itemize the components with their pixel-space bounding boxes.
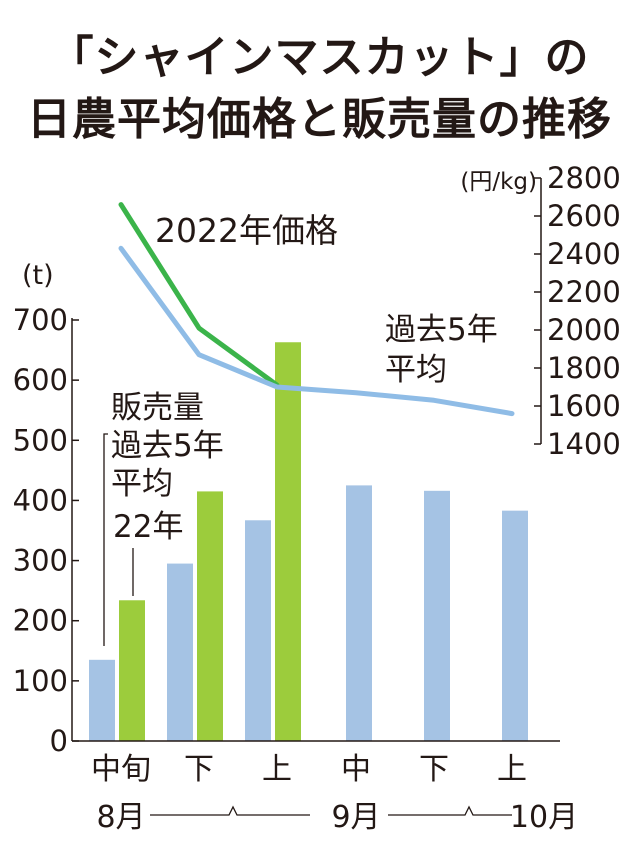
- bar-2022-0: [119, 600, 145, 741]
- bars-layer: [89, 342, 528, 741]
- category-label-2: 上: [262, 752, 292, 787]
- bar-past-avg-5: [502, 510, 528, 741]
- month-label-oct: 10月: [510, 800, 578, 835]
- category-label-4: 下: [419, 752, 449, 787]
- left-tick-label-700: 700: [13, 303, 68, 337]
- line-label-2022-0: 2022年価格: [155, 211, 338, 250]
- bar-past-avg-4: [424, 490, 450, 741]
- right-tick-label-1600: 1600: [547, 389, 621, 423]
- left-tick-label-100: 100: [13, 664, 68, 698]
- axes-layer: [71, 177, 560, 816]
- bar-past-avg-3: [346, 485, 372, 741]
- left-tick-label-200: 200: [13, 604, 68, 638]
- month-divider-aug-sep: [150, 805, 310, 816]
- category-label-1: 下: [184, 752, 214, 787]
- labels-layer: 0 100 200 300 400 500 600 700 (t) 1400 1600 1800 200…: [13, 161, 621, 835]
- bar-label-2022-0: 22年: [113, 509, 183, 545]
- bar-label-past-leader: [103, 433, 108, 646]
- line-2022-price: [118, 202, 280, 388]
- right-tick-label-2800: 2800: [547, 161, 621, 195]
- right-tick-label-2000: 2000: [547, 313, 621, 347]
- left-tick-label-0: 0: [50, 724, 68, 758]
- right-tick-label-1800: 1800: [547, 351, 621, 385]
- bar-label-past-0: 販売量: [111, 390, 204, 426]
- bar-past-avg-2: [245, 520, 271, 741]
- month-label-sep: 9月: [331, 800, 380, 835]
- right-tick-label-2200: 2200: [547, 275, 621, 309]
- chart-title-line1: 「シャインマスカット」の: [49, 32, 590, 83]
- category-label-5: 上: [497, 752, 527, 787]
- lines-layer: [118, 202, 515, 417]
- left-tick-label-500: 500: [13, 423, 68, 457]
- left-axis-unit: (t): [22, 260, 54, 291]
- line-label-past-1: 平均: [385, 352, 447, 388]
- left-tick-label-600: 600: [13, 363, 68, 397]
- bar-past-avg-0: [89, 659, 115, 741]
- chart-title-line2: 日農平均価格と販売量の推移: [27, 94, 612, 145]
- bar-2022-1: [197, 491, 223, 741]
- bar-2022-2: [275, 342, 301, 741]
- line-label-past-0: 過去5年: [385, 312, 498, 348]
- right-tick-label-1400: 1400: [547, 427, 621, 461]
- bar-label-past-1: 過去5年: [111, 428, 224, 464]
- left-tick-label-400: 400: [13, 483, 68, 517]
- right-axis-unit: (円/kg): [460, 169, 537, 195]
- bar-label-past-2: 平均: [111, 466, 173, 502]
- category-label-3: 中: [341, 752, 371, 787]
- month-divider-sep-oct: [388, 805, 512, 816]
- bar-past-avg-1: [167, 563, 193, 741]
- right-tick-label-2600: 2600: [547, 199, 621, 233]
- left-tick-label-300: 300: [13, 544, 68, 578]
- right-tick-label-2400: 2400: [547, 237, 621, 271]
- month-label-aug: 8月: [96, 800, 145, 835]
- line-past-avg-price: [118, 245, 515, 417]
- category-label-0: 中旬: [91, 752, 151, 787]
